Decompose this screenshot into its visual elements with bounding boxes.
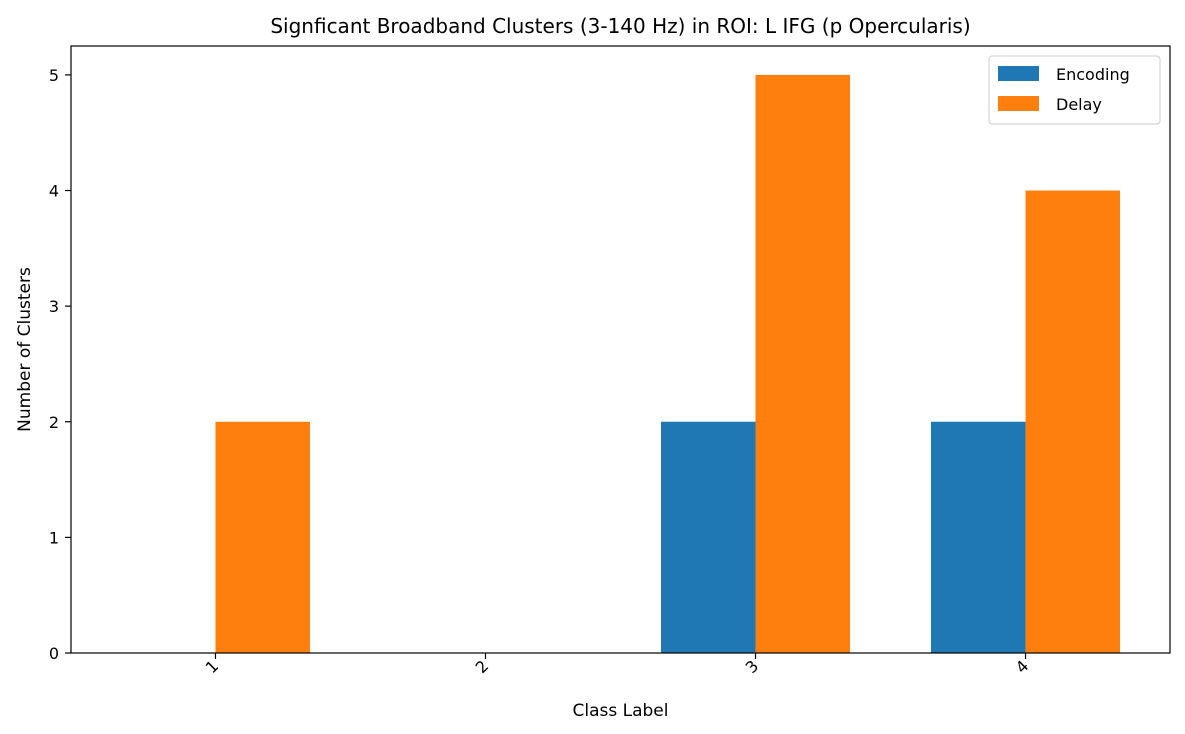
bar-delay-class-1 (215, 421, 310, 653)
legend: Encoding Delay (988, 55, 1161, 125)
chart-title: Signficant Broadband Clusters (3-140 Hz)… (270, 14, 970, 38)
y-tick-label: 4 (49, 182, 59, 201)
x-tick-label: 3 (742, 656, 763, 677)
legend-swatch-encoding (998, 66, 1039, 81)
y-tick-label: 5 (49, 66, 59, 85)
y-axis: 0 1 2 3 4 5 (49, 66, 71, 663)
x-axis-label: Class Label (573, 701, 669, 721)
bar-encoding-class-4 (931, 421, 1026, 653)
bar-encoding-class-3 (661, 421, 756, 653)
y-tick-label: 2 (49, 413, 59, 432)
legend-swatch-delay (998, 96, 1039, 111)
y-tick-label: 1 (49, 528, 59, 547)
x-tick-label: 1 (202, 656, 223, 677)
plot-area-frame (70, 45, 1171, 654)
y-axis-label: Number of Clusters (15, 267, 35, 432)
legend-label-encoding: Encoding (1056, 65, 1130, 84)
y-tick-label: 0 (49, 644, 59, 663)
legend-label-delay: Delay (1056, 95, 1102, 114)
x-tick-label: 2 (472, 656, 493, 677)
bar-delay-class-3 (755, 74, 851, 653)
x-axis: 1 2 3 4 (202, 653, 1033, 677)
x-tick-label: 4 (1012, 656, 1033, 677)
bar-delay-class-4 (1025, 190, 1121, 653)
y-tick-label: 3 (49, 297, 59, 316)
bars (215, 74, 1121, 653)
